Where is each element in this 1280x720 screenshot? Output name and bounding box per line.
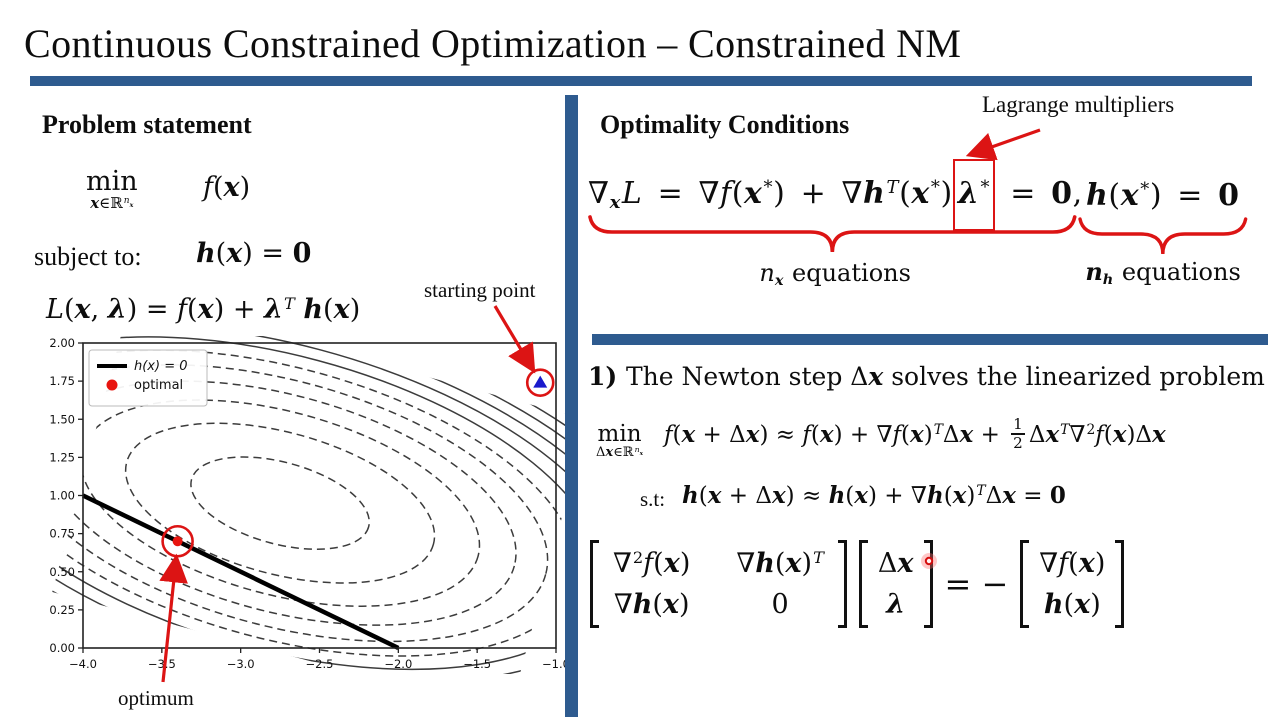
kkt-matrix-equation: ∇2f(x) ∇h(x)T ∇h(x) 0 Δx λ = − ∇f(x) h(x… (590, 540, 1125, 628)
section-divider-bar (592, 334, 1268, 345)
stationarity-equation: ∇xL = ∇f(x*) + ∇hT(x*) λ* = 0, (588, 159, 1083, 231)
svg-text:-2.000: -2.000 (204, 523, 238, 542)
legend-label-optimal: optimal (134, 378, 183, 393)
matrix-cell-11: ∇2f(x) (613, 548, 691, 579)
nx-equations-label: nx equations (759, 259, 911, 290)
constraint-line (82, 493, 400, 651)
svg-text:3.200: 3.200 (488, 362, 518, 387)
svg-text:1.25: 1.25 (49, 450, 75, 464)
optimality-heading: Optimality Conditions (600, 110, 850, 139)
svg-text:-1.600: -1.600 (340, 557, 373, 572)
optimal-point (172, 536, 183, 547)
svg-text:−2.5: −2.5 (306, 657, 334, 671)
problem-heading: Problem statement (42, 110, 252, 139)
svg-text:0.00: 0.00 (49, 641, 75, 655)
min-operator: min x∈ℝnx (86, 166, 138, 213)
svg-text:4.000: 4.000 (496, 343, 526, 368)
right-bracket (1115, 540, 1125, 628)
left-bracket (1020, 540, 1030, 628)
kkt-matrix: ∇2f(x) ∇h(x)T ∇h(x) 0 (590, 540, 847, 628)
objective-formula: f(x) (203, 172, 251, 203)
optimum-label: optimum (118, 686, 194, 710)
svg-text:-1.200: -1.200 (299, 403, 333, 420)
rhs-vector: ∇f(x) h(x) (1020, 540, 1125, 628)
title-underline (30, 76, 1252, 86)
constraint-formula: h(x) = 0 (196, 238, 312, 269)
svg-text:0.75: 0.75 (49, 527, 75, 541)
svg-text:2.400: 2.400 (451, 359, 481, 384)
svg-text:3.200: 3.200 (92, 611, 123, 632)
matrix-cell-21: ∇h(x) (613, 589, 690, 620)
svg-text:0.000: 0.000 (437, 586, 468, 605)
min-label-2: min (597, 421, 642, 447)
panel-divider (565, 95, 578, 717)
svg-text:0.25: 0.25 (49, 603, 75, 617)
starting-highlight-circle (525, 368, 555, 397)
newton-step-sentence: 1) The Newton step Δx solves the lineari… (588, 362, 1265, 391)
svg-text:2.800: 2.800 (464, 368, 494, 393)
starting-point-marker (533, 375, 548, 388)
left-bracket (858, 540, 868, 628)
rhs-cell-gradf: ∇f(x) (1039, 548, 1106, 579)
matrix-cell-22: 0 (771, 589, 789, 620)
vector-cell-dx: Δx (877, 548, 914, 579)
underbrace-nh (1078, 217, 1248, 255)
svg-text:−3.0: −3.0 (227, 657, 255, 671)
svg-text:−4.0: −4.0 (69, 657, 97, 671)
nh-equations-label: nh equations (1085, 257, 1241, 289)
legend-label-constraint: h(x) = 0 (134, 359, 188, 374)
svg-text:3.600: 3.600 (98, 626, 129, 647)
svg-text:4.000: 4.000 (79, 629, 110, 650)
svg-text:0.400: 0.400 (402, 611, 432, 628)
equals-minus: = − (944, 565, 1009, 603)
subject-to-label: subject to: (34, 242, 142, 271)
st-label: s.t: (640, 487, 666, 511)
min-operator-2: min Δx∈ℝnx (596, 422, 643, 460)
lagrange-arrow (965, 128, 1041, 161)
delta-vector: Δx λ (858, 540, 933, 628)
svg-text:3.600: 3.600 (477, 351, 507, 376)
underbrace-nx (588, 215, 1077, 253)
svg-text:1.600: 1.600 (130, 588, 161, 609)
right-bracket (837, 540, 847, 628)
svg-text:−3.5: −3.5 (148, 657, 176, 671)
svg-text:1.75: 1.75 (49, 374, 75, 388)
starting-point-label: starting point (424, 278, 536, 302)
svg-text:−1.0: −1.0 (542, 657, 565, 671)
svg-text:−2.0: −2.0 (384, 657, 412, 671)
matrix-cell-12: ∇h(x)T (736, 548, 824, 579)
svg-text:2.000: 2.000 (127, 602, 158, 623)
min-label: min (86, 166, 138, 197)
svg-text:4.400: 4.400 (505, 337, 535, 362)
svg-text:1.200: 1.200 (477, 615, 507, 633)
min-subscript: x∈ℝnx (90, 194, 134, 213)
rhs-cell-h: h(x) (1043, 589, 1101, 620)
svg-text:1.200: 1.200 (413, 366, 443, 390)
lambda-box: λ* (952, 159, 996, 231)
min-subscript-2: Δx∈ℝnx (596, 444, 644, 461)
lagrangian-formula: L(x, λ) = f(x) + λT h(x) (46, 294, 361, 325)
svg-text:1.00: 1.00 (49, 489, 75, 503)
taylor-expansion-formula: f(x + Δx) ≈ f(x) + ∇f(x)TΔx + 1 2 ΔxT∇2f(x… (664, 415, 1166, 452)
svg-text:−1.5: −1.5 (463, 657, 491, 671)
svg-text:1.50: 1.50 (49, 412, 75, 426)
vector-cell-lambda: λ (886, 589, 906, 620)
slide-title: Continuous Constrained Optimization – Co… (24, 21, 962, 66)
svg-text:2.800: 2.800 (114, 618, 145, 639)
linearized-constraint-formula: h(x + Δx) ≈ h(x) + ∇h(x)TΔx = 0 (682, 482, 1066, 509)
right-bracket (923, 540, 933, 628)
svg-text:0.50: 0.50 (49, 565, 75, 579)
lagrange-multipliers-label: Lagrange multipliers (982, 92, 1175, 117)
svg-text:2.00: 2.00 (49, 336, 75, 350)
primal-feasibility-equation: h(x*) = 0 (1086, 178, 1240, 213)
left-bracket (590, 540, 599, 628)
